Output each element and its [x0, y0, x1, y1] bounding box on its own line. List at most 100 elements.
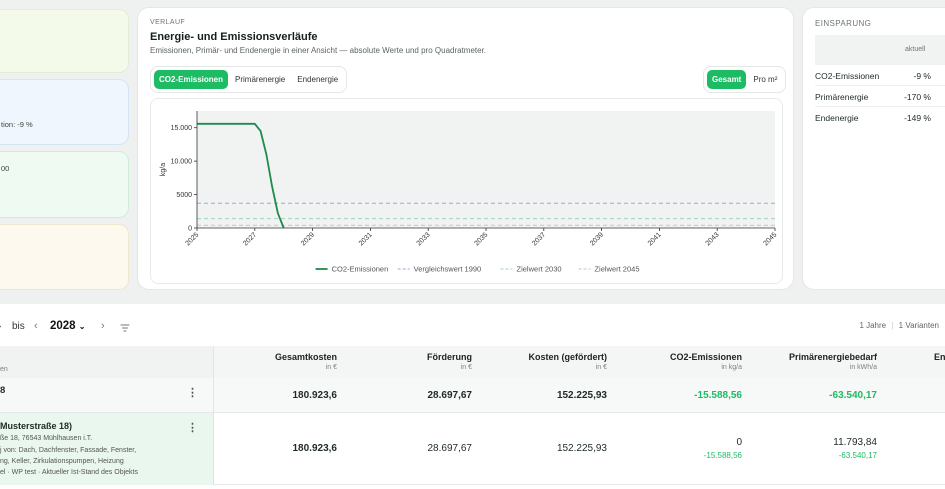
row2-first: Musterstraße 18) ße 18, 76543 Mühlhausen… — [0, 413, 214, 485]
col-unit: in € — [460, 364, 472, 371]
metric-tabs: CO2-Emissionen Primärenergie Endenergie — [150, 66, 348, 93]
panel-blue-text: tion: -9 % — [1, 120, 33, 129]
y-tick-label: 15.000 — [171, 125, 193, 132]
panel-lightgreen-top — [0, 9, 129, 73]
x-tick-label: 2025 — [184, 231, 200, 247]
summary-years: 1 Jahre — [859, 321, 887, 330]
filter-icon[interactable] — [120, 320, 130, 332]
einsparung-row: Endenergie -149 % — [815, 107, 945, 128]
col-foerderung: Förderung in € — [427, 352, 472, 371]
panel-cream — [0, 224, 129, 290]
verlauf-eyebrow: VERLAUF — [150, 19, 186, 26]
einsparung-label: Endenergie — [815, 113, 859, 123]
col-title: Kosten (gefördert) — [528, 352, 608, 362]
col-title: En — [934, 352, 945, 362]
x-tick-label: 2029 — [300, 231, 316, 247]
x-tick-label: 2035 — [473, 231, 489, 247]
series-line-co2-emissionen — [197, 122, 285, 229]
col-unit: in € — [595, 364, 607, 371]
more-icon[interactable]: ⋮ — [187, 422, 198, 434]
einsparung-col-header: aktuell — [905, 46, 926, 53]
einsparung-card: EINSPARUNG aktuell CO2-Emissionen -9 % P… — [802, 7, 945, 290]
legend-label: Vergleichswert 1990 — [414, 265, 482, 274]
x-tick-label: 2027 — [242, 231, 258, 247]
row1-first: 8 ⋮ — [0, 378, 214, 413]
row1-co2: -15.588,56 — [694, 390, 742, 401]
row1-foerderung: 28.697,67 — [427, 390, 473, 401]
col-gesamtkosten: Gesamtkosten in € — [275, 352, 337, 371]
summary-variants: 1 Varianten — [898, 321, 939, 330]
row2-line4: el · WP test · Aktueller Ist-Stand des O… — [0, 469, 138, 476]
tab-gesamt[interactable]: Gesamt — [707, 70, 747, 89]
col-primaerenergie: Primärenergiebedarf in kWh/a — [789, 352, 877, 371]
emissions-chart: 0 5000 10.000 15.000 kg/a 2025 2027 2029 2031 203… — [160, 111, 778, 274]
tab-primaerenergie[interactable]: Primärenergie — [235, 75, 286, 84]
einsparung-value: -9 % — [913, 71, 931, 81]
einsparung-row: Primärenergie -170 % — [815, 86, 945, 107]
more-icon[interactable]: ⋮ — [187, 387, 198, 399]
einsparung-eyebrow: EINSPARUNG — [815, 19, 872, 28]
chevron-down-icon: ⌄ — [78, 322, 86, 331]
einsparung-value: -170 % — [904, 92, 931, 102]
col-title: Förderung — [427, 352, 472, 362]
tab-endenergie[interactable]: Endenergie — [297, 75, 339, 84]
einsparung-header-bar: aktuell — [815, 35, 945, 65]
verlauf-subtitle: Emissionen, Primär- und Endenergie in ei… — [150, 46, 487, 55]
filter-summary: 1 Jahre | 1 Varianten — [859, 321, 939, 330]
col-co2: CO2-Emissionen in kg/a — [670, 352, 742, 371]
chart-frame: 0 5000 10.000 15.000 kg/a 2025 2027 2029 2031 203… — [150, 98, 783, 284]
table-row[interactable] — [0, 378, 945, 413]
x-tick-label: 2039 — [589, 231, 605, 247]
chevron-right-icon[interactable]: › — [0, 321, 1, 332]
row2-co2-delta: -15.588,56 — [703, 451, 742, 460]
x-tick-label: 2033 — [416, 231, 432, 247]
einsparung-row: CO2-Emissionen -9 % — [815, 65, 945, 86]
col-endenergie: En — [934, 352, 945, 362]
y-tick-label: 10.000 — [171, 159, 193, 166]
row2-line2: j von: Dach, Dachfenster, Fassade, Fenst… — [0, 447, 137, 454]
row2-address: ße 18, 76543 Mühlhausen i.T. — [0, 435, 93, 442]
year-value: 2028 — [50, 320, 76, 332]
row2-co2-main: 0 — [736, 437, 742, 448]
row2-foerderung: 28.697,67 — [427, 443, 473, 454]
x-tick-label: 2041 — [647, 231, 663, 247]
panel-blue: tion: -9 % — [0, 79, 129, 145]
col-title: Primärenergiebedarf — [788, 352, 877, 362]
row2-pe-delta: -63.540,17 — [838, 451, 877, 460]
legend-label: Zielwert 2045 — [594, 265, 639, 274]
tab-pro-m2[interactable]: Pro m² — [753, 75, 778, 84]
row2-name: Musterstraße 18) — [0, 421, 73, 431]
col-title: Gesamtkosten — [274, 352, 337, 362]
tab-co2[interactable]: CO2-Emissionen — [154, 70, 229, 89]
row1-gesamtkosten: 180.923,6 — [292, 390, 338, 401]
legend-label: CO2-Emissionen — [332, 265, 389, 274]
year-select[interactable]: 2028 ⌄ — [50, 320, 86, 332]
row1-kosten-gefoerdert: 152.225,93 — [556, 390, 607, 401]
year-prev-icon[interactable]: ‹ — [34, 320, 38, 332]
y-tick-label: 0 — [188, 226, 192, 233]
row2-pe-main: 11.793,84 — [833, 437, 877, 448]
row1-name: 8 — [0, 385, 6, 396]
einsparung-label: Primärenergie — [815, 92, 869, 102]
col-unit: in € — [325, 364, 337, 371]
x-tick-label: 2043 — [705, 231, 721, 247]
first-col-sub: en — [0, 366, 8, 373]
x-tick-label: 2031 — [358, 231, 374, 247]
filter-bis: bis — [12, 321, 25, 332]
x-tick-label: 2037 — [531, 231, 547, 247]
row1-primaerenergie: -63.540,17 — [829, 390, 877, 401]
panel-mint-text: 00 — [1, 164, 10, 173]
plot-background — [197, 111, 775, 228]
year-next-icon[interactable]: › — [101, 320, 105, 332]
panel-mint: 00 — [0, 151, 129, 218]
scope-tabs: Gesamt Pro m² — [703, 66, 787, 93]
verlauf-card: VERLAUF Energie- und Emissionsverläufe E… — [137, 7, 794, 290]
einsparung-label: CO2-Emissionen — [815, 71, 880, 81]
table-header-first: en — [0, 346, 214, 378]
col-kosten-gefoerdert: Kosten (gefördert) in € — [529, 352, 608, 371]
col-title: CO2-Emissionen — [669, 352, 742, 362]
x-tick-label: 2045 — [762, 231, 778, 247]
col-unit: in kWh/a — [849, 364, 877, 371]
verlauf-title: Energie- und Emissionsverläufe — [150, 31, 318, 43]
y-axis-label: kg/a — [160, 163, 167, 176]
